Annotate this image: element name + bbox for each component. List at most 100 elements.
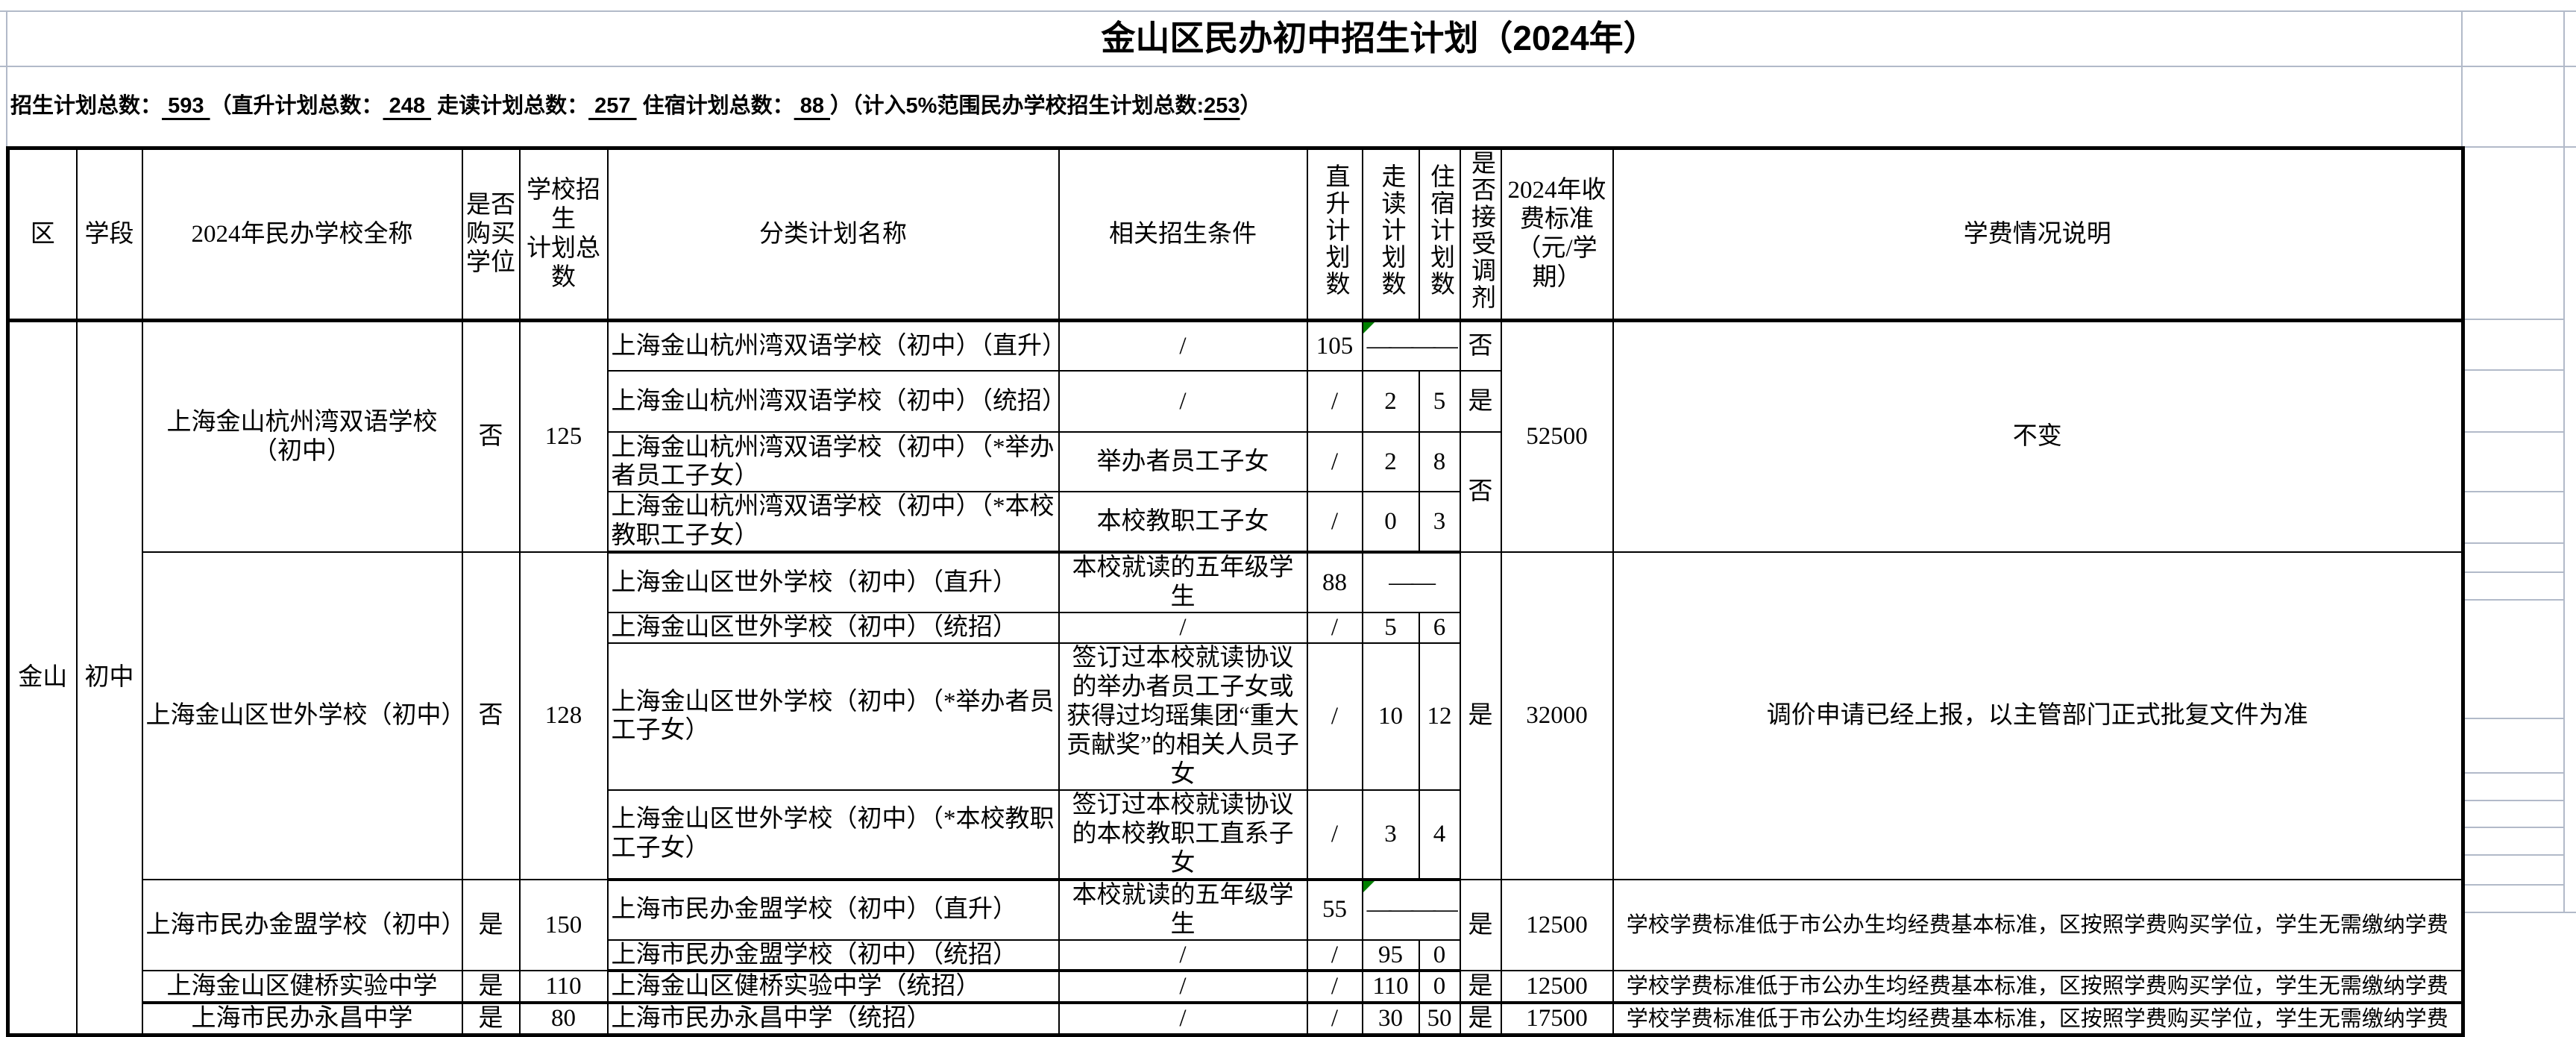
cell-cond[interactable]: 本校教职工子女 [1058,491,1308,554]
cell-direct-count[interactable]: / [1306,431,1363,493]
cell-walk-count[interactable]: 30 [1361,1002,1420,1036]
cell-adjust[interactable]: 否 [1459,431,1502,554]
cell-walk-board-merged[interactable]: ———— [1361,878,1461,941]
cell-cond[interactable]: / [1058,939,1308,973]
cell-school-name[interactable]: 上海金山杭州湾双语学校（初中） [141,319,463,554]
cell-plan-name[interactable]: 上海金山杭州湾双语学校（初中）（直升） [606,319,1060,372]
col-header-school[interactable]: 2024年民办学校全称 [141,147,463,322]
cell-walk-count[interactable]: 2 [1361,431,1420,493]
cell-fee[interactable]: 32000 [1500,551,1614,880]
col-header-school-total[interactable]: 学校招生 计划总数 [518,147,609,322]
cell-school-total[interactable]: 150 [518,878,609,972]
col-header-purchase[interactable]: 是否购买学位 [461,147,521,322]
cell-fee[interactable]: 17500 [1500,1002,1614,1036]
cell-fee-note[interactable]: 学校学费标准低于市公办生均经费基本标准，区按照学费购买学位，学生无需缴纳学费 [1612,1002,2464,1036]
cell-walk-board-merged[interactable]: —— [1361,551,1461,614]
cell-purchase[interactable]: 是 [461,878,521,972]
cell-direct-count[interactable]: / [1306,491,1363,554]
cell-plan-name[interactable]: 上海金山杭州湾双语学校（初中）（*本校教职工子女） [606,491,1060,554]
cell-plan-name[interactable]: 上海金山区世外学校（初中）（*举办者员工子女） [606,642,1060,791]
cell-direct-count[interactable]: 88 [1306,551,1363,614]
cell-plan-name[interactable]: 上海市民办永昌中学（统招） [606,1002,1060,1036]
cell-direct-count[interactable]: 55 [1306,878,1363,941]
col-header-stage[interactable]: 学段 [75,147,143,322]
cell-school-name[interactable]: 上海市民办永昌中学 [141,1002,463,1036]
col-header-direct[interactable]: 直升计划数 [1306,147,1363,322]
cell-cond[interactable]: / [1058,370,1308,433]
cell-cond[interactable]: 举办者员工子女 [1058,431,1308,493]
cell-plan-name[interactable]: 上海金山区健桥实验中学（统招） [606,970,1060,1005]
cell-walk-count[interactable]: 0 [1361,491,1420,554]
cell-school-total[interactable]: 125 [518,319,609,554]
cell-board-count[interactable]: 12 [1418,642,1461,791]
col-header-cond[interactable]: 相关招生条件 [1058,147,1308,322]
col-header-walk[interactable]: 走读计划数 [1361,147,1420,322]
cell-plan-name[interactable]: 上海市民办金盟学校（初中）（直升） [606,878,1060,941]
cell-school-name[interactable]: 上海市民办金盟学校（初中） [141,878,463,972]
cell-fee-note[interactable]: 调价申请已经上报，以主管部门正式批复文件为准 [1612,551,2464,880]
col-header-region[interactable]: 区 [7,147,78,322]
cell-walk-count[interactable]: 3 [1361,789,1420,881]
cell-cond[interactable]: 本校就读的五年级学生 [1058,878,1308,941]
cell-adjust[interactable]: 是 [1459,970,1502,1005]
cell-cond[interactable]: / [1058,612,1308,645]
cell-region[interactable]: 金山 [7,319,78,1036]
cell-fee-note[interactable]: 学校学费标准低于市公办生均经费基本标准，区按照学费购买学位，学生无需缴纳学费 [1612,878,2464,972]
cell-fee-note[interactable]: 不变 [1612,319,2464,554]
cell-school-name[interactable]: 上海金山区世外学校（初中） [141,551,463,880]
cell-purchase[interactable]: 是 [461,1002,521,1036]
cell-board-count[interactable]: 8 [1418,431,1461,493]
cell-school-total[interactable]: 128 [518,551,609,880]
cell-board-count[interactable]: 5 [1418,370,1461,433]
cell-purchase[interactable]: 否 [461,551,521,880]
cell-direct-count[interactable]: / [1306,612,1363,645]
cell-adjust[interactable]: 是 [1459,370,1502,433]
col-header-adjust[interactable]: 是否接受调剂 [1459,147,1502,322]
cell-cond[interactable]: 签订过本校就读协议的举办者员工子女或获得过均瑶集团“重大贡献奖”的相关人员子女 [1058,642,1308,791]
cell-fee[interactable]: 52500 [1500,319,1614,554]
cell-purchase[interactable]: 是 [461,970,521,1005]
cell-walk-count[interactable]: 2 [1361,370,1420,433]
cell-board-count[interactable]: 6 [1418,612,1461,645]
cell-fee[interactable]: 12500 [1500,878,1614,972]
cell-adjust[interactable]: 是 [1459,1002,1502,1036]
cell-adjust[interactable]: 是 [1459,551,1502,880]
cell-plan-name[interactable]: 上海金山杭州湾双语学校（初中）（*举办者员工子女） [606,431,1060,493]
cell-cond[interactable]: / [1058,970,1308,1005]
cell-adjust[interactable]: 否 [1459,319,1502,372]
cell-board-count[interactable]: 0 [1418,939,1461,973]
cell-cond[interactable]: / [1058,1002,1308,1036]
cell-cond[interactable]: 本校就读的五年级学生 [1058,551,1308,614]
cell-direct-count[interactable]: / [1306,370,1363,433]
cell-walk-count[interactable]: 5 [1361,612,1420,645]
cell-board-count[interactable]: 4 [1418,789,1461,881]
col-header-fee-note[interactable]: 学费情况说明 [1612,147,2464,322]
cell-adjust[interactable]: 是 [1459,878,1502,972]
cell-walk-board-merged[interactable]: ———— [1361,319,1461,372]
cell-plan-name[interactable]: 上海金山杭州湾双语学校（初中）（统招） [606,370,1060,433]
cell-school-name[interactable]: 上海金山区健桥实验中学 [141,970,463,1005]
cell-walk-count[interactable]: 110 [1361,970,1420,1005]
cell-board-count[interactable]: 3 [1418,491,1461,554]
cell-walk-count[interactable]: 95 [1361,939,1420,973]
cell-stage[interactable]: 初中 [75,319,143,1036]
cell-plan-name[interactable]: 上海金山区世外学校（初中）（直升） [606,551,1060,614]
col-header-plan[interactable]: 分类计划名称 [606,147,1060,322]
col-header-fee[interactable]: 2024年收费标准（元/学期） [1500,147,1614,322]
cell-school-total[interactable]: 110 [518,970,609,1005]
cell-direct-count[interactable]: / [1306,970,1363,1005]
col-header-board[interactable]: 住宿计划数 [1418,147,1461,322]
cell-direct-count[interactable]: / [1306,642,1363,791]
cell-direct-count[interactable]: 105 [1306,319,1363,372]
cell-direct-count[interactable]: / [1306,789,1363,881]
cell-plan-name[interactable]: 上海金山区世外学校（初中）（统招） [606,612,1060,645]
cell-direct-count[interactable]: / [1306,939,1363,973]
cell-board-count[interactable]: 0 [1418,970,1461,1005]
cell-cond[interactable]: / [1058,319,1308,372]
cell-school-total[interactable]: 80 [518,1002,609,1036]
cell-plan-name[interactable]: 上海金山区世外学校（初中）（*本校教职工子女） [606,789,1060,881]
cell-walk-count[interactable]: 10 [1361,642,1420,791]
cell-board-count[interactable]: 50 [1418,1002,1461,1036]
cell-fee[interactable]: 12500 [1500,970,1614,1005]
cell-cond[interactable]: 签订过本校就读协议的本校教职工直系子女 [1058,789,1308,881]
